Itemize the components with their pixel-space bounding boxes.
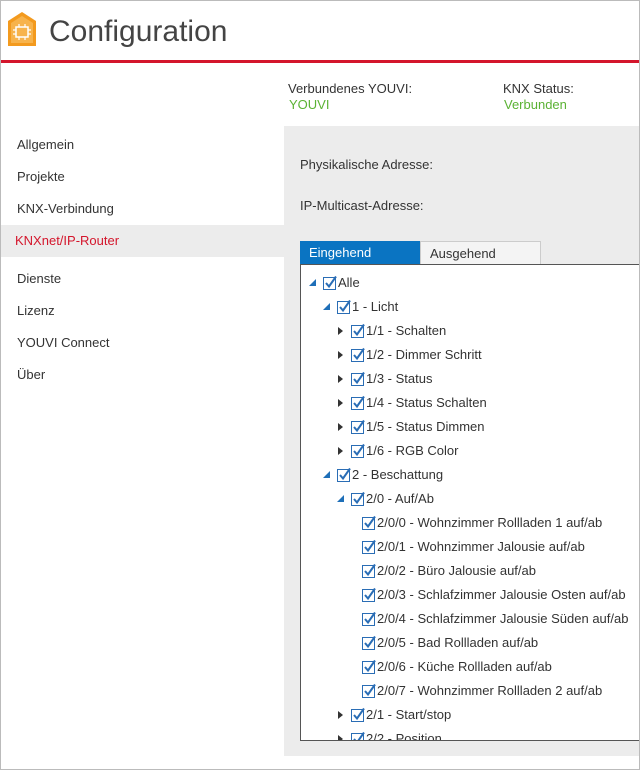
tab[interactable]: Ausgehend xyxy=(420,241,541,264)
checkbox[interactable] xyxy=(350,395,366,411)
tab[interactable]: Eingehend xyxy=(300,241,420,264)
checkbox[interactable] xyxy=(361,563,377,579)
expander[interactable] xyxy=(336,347,346,363)
expander[interactable] xyxy=(336,731,346,741)
tree-label: 2/1 - Start/stop xyxy=(366,707,452,722)
tree-label: 2/0/5 - Bad Rollladen auf/ab xyxy=(377,635,539,650)
tree-row[interactable]: 1/5 - Status Dimmen xyxy=(301,415,639,439)
tree-row[interactable]: 2/2 - Position xyxy=(301,727,639,741)
nav-item[interactable]: Projekte xyxy=(17,169,65,184)
checkbox[interactable] xyxy=(350,371,366,387)
tree-row[interactable]: 2/0/0 - Wohnzimmer Rollladen 1 auf/ab xyxy=(301,511,639,535)
tree-label: 2/0 - Auf/Ab xyxy=(366,491,434,506)
expander[interactable] xyxy=(336,395,346,411)
tree-label: 1/3 - Status xyxy=(366,371,433,386)
tree-label: 2/0/4 - Schlafzimmer Jalousie Süden auf/… xyxy=(377,611,629,626)
checkbox[interactable] xyxy=(322,275,338,291)
nav-item[interactable]: KNXnet/IP-Router xyxy=(1,225,284,257)
tree-row[interactable]: 2/0/1 - Wohnzimmer Jalousie auf/ab xyxy=(301,535,639,559)
field-label: IP-Multicast-Adresse: xyxy=(300,198,424,213)
tree-label: 1 - Licht xyxy=(352,299,399,314)
checkbox[interactable] xyxy=(350,323,366,339)
expander[interactable] xyxy=(336,371,346,387)
header-rule xyxy=(1,60,639,63)
tree-label: 1/1 - Schalten xyxy=(366,323,447,338)
field-label: Physikalische Adresse: xyxy=(300,157,433,172)
tree-label: 2/0/6 - Küche Rollladen auf/ab xyxy=(377,659,552,674)
checkbox[interactable] xyxy=(361,611,377,627)
expander[interactable] xyxy=(308,275,318,291)
tree-label: 2 - Beschattung xyxy=(352,467,444,482)
tree-row[interactable]: 1/2 - Dimmer Schritt xyxy=(301,343,639,367)
tree-label: 2/0/1 - Wohnzimmer Jalousie auf/ab xyxy=(377,539,585,554)
checkbox[interactable] xyxy=(361,635,377,651)
tree-label: 1/2 - Dimmer Schritt xyxy=(366,347,482,362)
tree-row[interactable]: 2/0/4 - Schlafzimmer Jalousie Süden auf/… xyxy=(301,607,639,631)
expander[interactable] xyxy=(336,707,346,723)
tree-label: Alle xyxy=(338,275,360,290)
checkbox[interactable] xyxy=(350,443,366,459)
logo xyxy=(8,12,36,46)
tree-label: 2/0/2 - Büro Jalousie auf/ab xyxy=(377,563,536,578)
tree-row[interactable]: 1/1 - Schalten xyxy=(301,319,639,343)
nav-item[interactable]: Dienste xyxy=(17,271,62,286)
expander[interactable] xyxy=(336,443,346,459)
expander[interactable] xyxy=(336,491,346,507)
tree-row[interactable]: 1/6 - RGB Color xyxy=(301,439,639,463)
tree-row[interactable]: Alle xyxy=(301,271,639,295)
tree-label: 1/4 - Status Schalten xyxy=(366,395,487,410)
checkbox[interactable] xyxy=(336,299,352,315)
group-tree: Alle 1 - Licht 1/1 - Schalten 1/2 - Dimmer … xyxy=(300,264,639,741)
tree-label: 1/6 - RGB Color xyxy=(366,443,459,458)
checkbox[interactable] xyxy=(350,347,366,363)
status-label: KNX Status: xyxy=(503,81,574,96)
nav-item[interactable]: KNX-Verbindung xyxy=(17,201,114,216)
checkbox[interactable] xyxy=(350,491,366,507)
page-title: Configuration xyxy=(49,15,228,48)
checkbox[interactable] xyxy=(361,683,377,699)
tree-label: 2/0/7 - Wohnzimmer Rollladen 2 auf/ab xyxy=(377,683,603,698)
checkbox[interactable] xyxy=(350,731,366,741)
nav-item[interactable]: Lizenz xyxy=(17,303,55,318)
tree-row[interactable]: 2/0/5 - Bad Rollladen auf/ab xyxy=(301,631,639,655)
tree-row[interactable]: 2/0/7 - Wohnzimmer Rollladen 2 auf/ab xyxy=(301,679,639,703)
checkbox[interactable] xyxy=(350,419,366,435)
status-value: YOUVI xyxy=(289,97,330,112)
tree-row[interactable]: 2 - Beschattung xyxy=(301,463,639,487)
tree-row[interactable]: 1/3 - Status xyxy=(301,367,639,391)
nav-item[interactable]: YOUVI Connect xyxy=(17,335,110,350)
checkbox[interactable] xyxy=(361,587,377,603)
expander[interactable] xyxy=(322,299,332,315)
tree-label: 2/0/0 - Wohnzimmer Rollladen 1 auf/ab xyxy=(377,515,603,530)
tree-row[interactable]: 2/0/6 - Küche Rollladen auf/ab xyxy=(301,655,639,679)
tree-row[interactable]: 2/0/2 - Büro Jalousie auf/ab xyxy=(301,559,639,583)
checkbox[interactable] xyxy=(361,539,377,555)
tree-row[interactable]: 1/4 - Status Schalten xyxy=(301,391,639,415)
nav-item[interactable]: Über xyxy=(17,367,46,382)
checkbox[interactable] xyxy=(350,707,366,723)
checkbox[interactable] xyxy=(336,467,352,483)
tree-row[interactable]: 2/0/3 - Schlafzimmer Jalousie Osten auf/… xyxy=(301,583,639,607)
expander[interactable] xyxy=(322,467,332,483)
expander[interactable] xyxy=(336,419,346,435)
checkbox[interactable] xyxy=(361,515,377,531)
tree-label: 2/0/3 - Schlafzimmer Jalousie Osten auf/… xyxy=(377,587,626,602)
tree-label: 2/2 - Position xyxy=(366,731,442,741)
status-value: Verbunden xyxy=(504,97,567,112)
tree-row[interactable]: 1 - Licht xyxy=(301,295,639,319)
status-label: Verbundenes YOUVI: xyxy=(288,81,413,96)
tree-row[interactable]: 2/1 - Start/stop xyxy=(301,703,639,727)
checkbox[interactable] xyxy=(361,659,377,675)
tree-row[interactable]: 2/0 - Auf/Ab xyxy=(301,487,639,511)
expander[interactable] xyxy=(336,323,346,339)
tree-label: 1/5 - Status Dimmen xyxy=(366,419,485,434)
nav-item[interactable]: Allgemein xyxy=(17,137,75,152)
